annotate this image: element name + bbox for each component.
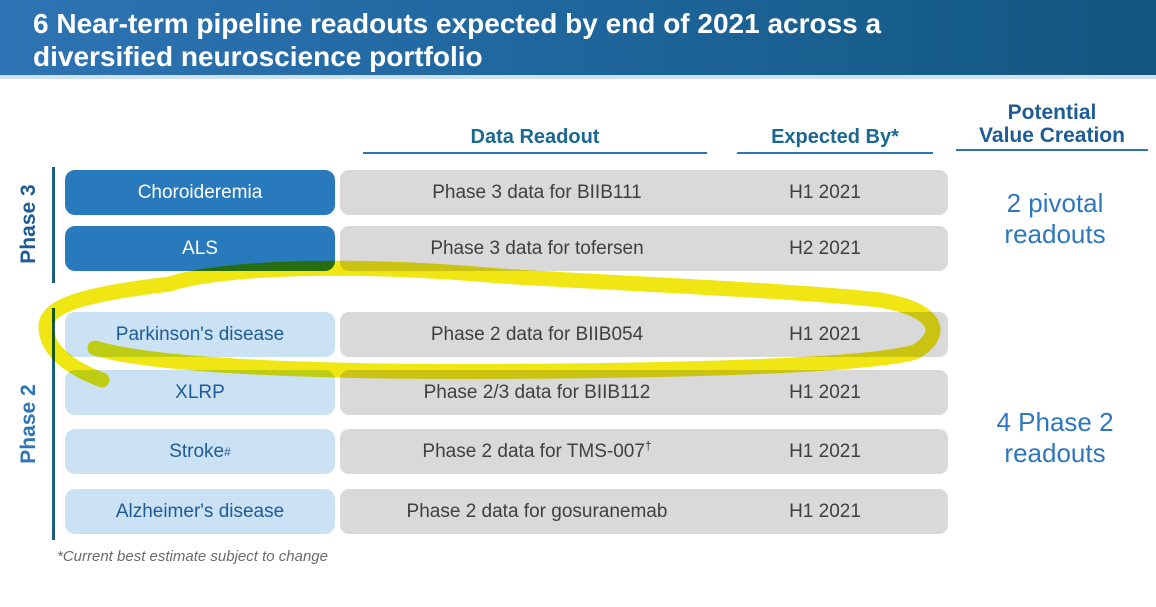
- column-header-potential-value-creation: Potential Value Creation: [953, 101, 1151, 147]
- table-row-choroideremia: Choroideremia Phase 3 data for BIIB111 H…: [65, 170, 948, 215]
- phase-2-divider-line: [52, 308, 55, 540]
- indication-label: Alzheimer's disease: [115, 500, 285, 522]
- title-bar: 6 Near-term pipeline readouts expected b…: [0, 0, 1156, 79]
- readout-text: Phase 2/3 data for BIIB112: [423, 382, 651, 403]
- phase-3-divider-line: [52, 167, 55, 283]
- table-row-als: ALS Phase 3 data for tofersen H2 2021: [65, 226, 948, 271]
- pivotal-readouts-annotation: 2 pivotal readouts: [958, 188, 1152, 250]
- indication-label: ALS: [182, 237, 218, 259]
- table-row-alzheimers: Alzheimer's disease Phase 2 data for gos…: [65, 489, 948, 534]
- readout-text: Phase 2 data for BIIB054: [430, 324, 644, 345]
- expected-text: H1 2021: [789, 441, 861, 462]
- table-row-stroke: Stroke # Phase 2 data for TMS-007† H1 202…: [65, 429, 948, 474]
- expected-by-underline: [737, 152, 933, 154]
- indication-pill: Parkinson's disease: [65, 312, 335, 357]
- phase-3-group-label: Phase 3: [17, 184, 40, 264]
- phase2-readouts-line1: 4 Phase 2: [996, 407, 1114, 437]
- readout-text: Phase 2 data for gosuranemab: [406, 501, 668, 522]
- footnote: *Current best estimate subject to change: [57, 548, 328, 565]
- readout-text: Phase 3 data for tofersen: [430, 238, 644, 259]
- phase2-readouts-annotation: 4 Phase 2 readouts: [958, 407, 1152, 469]
- table-row-parkinsons: Parkinson's disease Phase 2 data for BII…: [65, 312, 948, 357]
- potential-value-underline: [956, 149, 1148, 151]
- readout-superscript: †: [644, 438, 652, 453]
- row-bar: [340, 489, 948, 534]
- slide-title: 6 Near-term pipeline readouts expected b…: [33, 8, 882, 72]
- table-row-xlrp: XLRP Phase 2/3 data for BIIB112 H1 2021: [65, 370, 948, 415]
- expected-text: H2 2021: [789, 238, 861, 259]
- phase2-readouts-line2: readouts: [1004, 438, 1106, 468]
- pivotal-readouts-line2: readouts: [1004, 219, 1106, 249]
- indication-pill: Choroideremia: [65, 170, 335, 215]
- column-header-data-readout: Data Readout: [470, 126, 600, 148]
- indication-pill: Stroke #: [65, 429, 335, 474]
- expected-text: H1 2021: [789, 324, 861, 345]
- expected-text: H1 2021: [789, 382, 861, 403]
- indication-label: Parkinson's disease: [115, 323, 285, 345]
- indication-label: Choroideremia: [137, 181, 263, 203]
- expected-text: H1 2021: [789, 182, 861, 203]
- pivotal-readouts-line1: 2 pivotal: [1006, 188, 1104, 218]
- readout-text: Phase 2 data for TMS-007†: [340, 429, 734, 474]
- indication-label: Stroke: [169, 440, 225, 462]
- readout-label: Phase 2 data for TMS-007: [422, 441, 645, 462]
- indication-pill: XLRP: [65, 370, 335, 415]
- data-readout-underline: [363, 152, 707, 154]
- indication-pill: Alzheimer's disease: [65, 489, 335, 534]
- potential-value-line2: Value Creation: [979, 124, 1125, 147]
- readout-text: Phase 3 data for BIIB111: [432, 182, 642, 203]
- expected-text: H1 2021: [789, 501, 861, 522]
- row-bar: [340, 170, 948, 215]
- column-header-expected-by: Expected By*: [771, 126, 899, 148]
- indication-label: XLRP: [175, 381, 225, 403]
- row-bar: [340, 429, 948, 474]
- potential-value-line1: Potential: [1007, 101, 1097, 124]
- indication-pill: ALS: [65, 226, 335, 271]
- phase-2-group-label: Phase 2: [17, 384, 40, 464]
